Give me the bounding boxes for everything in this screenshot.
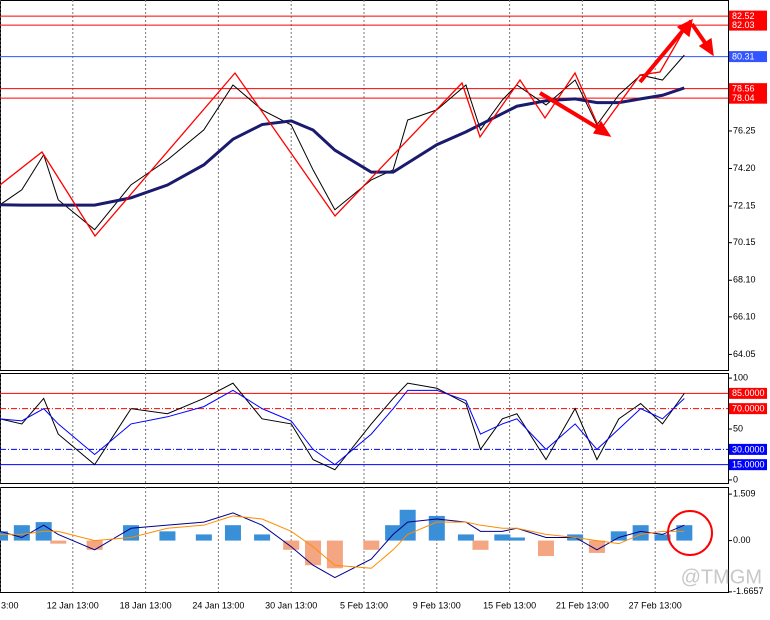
histogram-bar bbox=[195, 534, 212, 541]
level-label: 85.0000 bbox=[732, 388, 765, 398]
histogram-bar bbox=[159, 531, 176, 541]
level-label-box bbox=[729, 92, 767, 104]
histogram-bar bbox=[632, 525, 649, 541]
histogram-bar bbox=[610, 531, 627, 541]
watermark: @TMGM bbox=[681, 566, 762, 588]
series-line bbox=[0, 515, 685, 569]
y-tick-label: 74.20 bbox=[733, 163, 756, 173]
level-label-box bbox=[729, 19, 767, 31]
histogram-bar bbox=[472, 540, 489, 550]
x-tick-label: 21 Feb 13:00 bbox=[556, 600, 609, 610]
x-tick-label: 27 Feb 13:00 bbox=[629, 600, 682, 610]
annotations bbox=[0, 18, 714, 556]
y-tick-label: 70.15 bbox=[733, 237, 756, 247]
x-tick-label: 12 Jan 13:00 bbox=[47, 600, 99, 610]
y-tick-label: 66.10 bbox=[733, 311, 756, 321]
level-label-box bbox=[729, 403, 767, 415]
arrow-head bbox=[592, 120, 612, 137]
histogram-bar bbox=[283, 540, 300, 550]
level-label-box bbox=[729, 10, 767, 22]
histogram-bar bbox=[654, 534, 671, 541]
level-label: 82.52 bbox=[732, 11, 755, 21]
level-label: 78.56 bbox=[732, 84, 755, 94]
arrow-head bbox=[676, 18, 693, 38]
zigzag bbox=[0, 19, 691, 238]
histogram-bar bbox=[508, 537, 525, 541]
histogram-bar bbox=[326, 540, 343, 569]
x-tick-label: 18 Jan 13:00 bbox=[120, 600, 172, 610]
y-tick-label: 64.05 bbox=[733, 349, 756, 359]
x-tick-label: 9 Feb 13:00 bbox=[413, 600, 461, 610]
histogram-bar bbox=[457, 534, 474, 541]
level-label: 80.31 bbox=[732, 51, 755, 61]
y-tick-label: 1.509 bbox=[733, 488, 756, 498]
histogram-bar bbox=[254, 534, 271, 541]
histogram-bar bbox=[588, 540, 605, 553]
histogram-bar bbox=[86, 540, 103, 550]
level-label-box bbox=[729, 443, 767, 455]
x-tick-label: 15 Feb 13:00 bbox=[483, 600, 536, 610]
arrow-up bbox=[638, 26, 687, 84]
histogram-bar bbox=[305, 540, 322, 566]
x-tick-label: 5 Feb 13:00 bbox=[340, 600, 388, 610]
arrow-down bbox=[538, 91, 605, 133]
histogram-bar bbox=[385, 525, 402, 541]
level-label-box bbox=[729, 459, 767, 471]
y-tick-label: 50 bbox=[733, 423, 743, 433]
y-tick-label: 68.10 bbox=[733, 275, 756, 285]
histogram-bar bbox=[224, 525, 241, 541]
level-label-box bbox=[729, 51, 767, 63]
highlight-circle bbox=[667, 510, 713, 556]
y-tick-label: -1.6657 bbox=[733, 586, 764, 596]
x-tick-label: 3:00 bbox=[1, 600, 19, 610]
level-label: 82.03 bbox=[732, 20, 755, 30]
level-label: 15.0000 bbox=[732, 460, 765, 470]
series-line bbox=[0, 382, 685, 471]
series-line bbox=[0, 54, 685, 231]
histogram-bar bbox=[50, 540, 67, 544]
histogram-bar bbox=[494, 534, 511, 541]
x-tick-label: 30 Jan 13:00 bbox=[265, 600, 317, 610]
y-tick-label: 0 bbox=[733, 474, 738, 484]
y-tick-label: 0.00 bbox=[733, 535, 751, 545]
series-line bbox=[0, 389, 685, 466]
histogram-bar bbox=[13, 525, 30, 541]
series-line bbox=[0, 86, 685, 207]
histogram-bar bbox=[363, 540, 380, 550]
x-tick-label: 24 Jan 13:00 bbox=[192, 600, 244, 610]
histogram-bar bbox=[676, 525, 693, 541]
y-tick-label: 100 bbox=[733, 372, 748, 382]
level-label: 70.0000 bbox=[732, 404, 765, 414]
level-label: 30.0000 bbox=[732, 444, 765, 454]
histogram-bar bbox=[537, 540, 555, 556]
y-tick-label: 76.25 bbox=[733, 125, 756, 135]
level-label-box bbox=[729, 83, 767, 95]
y-tick-label: 72.15 bbox=[733, 200, 756, 210]
level-label: 78.04 bbox=[732, 93, 755, 103]
arrow-head bbox=[698, 37, 714, 57]
level-label-box bbox=[729, 387, 767, 399]
histogram-bar bbox=[399, 509, 416, 541]
histogram-bar bbox=[0, 531, 9, 541]
